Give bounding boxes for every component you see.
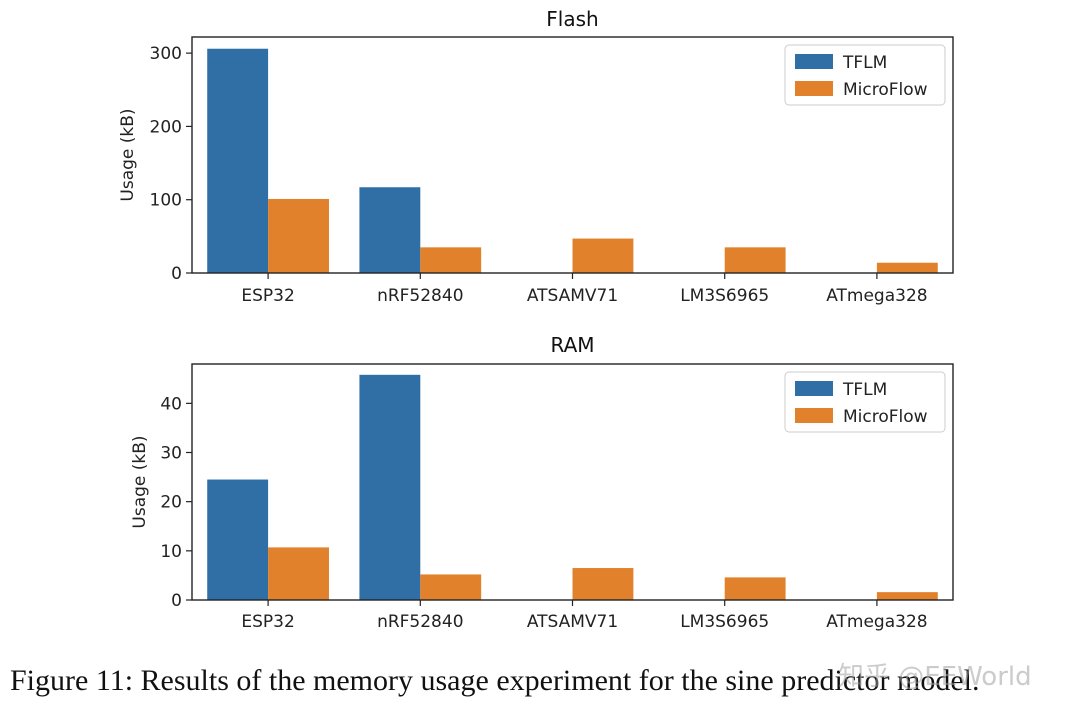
y-axis-label-0: Usage (kB): [118, 108, 138, 201]
chart-title-0: Flash: [546, 7, 598, 31]
y-tick-label-0: 300: [150, 44, 182, 64]
x-tick-label-1: nRF52840: [377, 612, 463, 632]
x-tick-label-1: LM3S6965: [680, 612, 769, 632]
bar-microflow-atmega328-0: [876, 262, 938, 273]
y-tick-label-1: 20: [160, 493, 182, 513]
bar-tflm-nrf52840-0: [359, 187, 421, 273]
y-axis-label-1: Usage (kB): [130, 435, 150, 528]
y-tick-label-0: 200: [150, 117, 182, 137]
y-tick-label-1: 40: [160, 394, 182, 414]
bar-microflow-nrf52840-0: [420, 247, 482, 273]
legend-swatch-tflm-0: [795, 54, 833, 69]
legend-label-tflm-1: TFLM: [842, 380, 887, 400]
y-tick-label-0: 100: [150, 191, 182, 211]
bar-microflow-lm3s6965-0: [724, 247, 786, 273]
legend-label-microflow-0: MicroFlow: [843, 80, 928, 100]
y-tick-label-1: 10: [160, 542, 182, 562]
watermark: 知乎 @EEWorld: [838, 662, 1032, 692]
x-tick-label-0: nRF52840: [377, 286, 463, 306]
x-tick-label-0: ATSAMV71: [527, 286, 618, 306]
bar-microflow-esp32-0: [268, 198, 329, 273]
y-tick-label-1: 0: [171, 591, 182, 611]
bar-tflm-esp32-1: [207, 479, 269, 600]
x-tick-label-0: LM3S6965: [680, 286, 769, 306]
bar-microflow-atmega328-1: [876, 592, 938, 600]
chart-title-1: RAM: [550, 333, 594, 357]
bar-microflow-atsamv71-0: [572, 238, 634, 273]
x-tick-label-0: ESP32: [241, 286, 294, 306]
x-tick-label-1: ATSAMV71: [527, 612, 618, 632]
bar-microflow-lm3s6965-1: [724, 577, 786, 600]
bar-microflow-atsamv71-1: [572, 568, 634, 600]
legend-swatch-microflow-1: [795, 408, 833, 423]
bar-tflm-nrf52840-1: [359, 374, 421, 600]
legend-label-microflow-1: MicroFlow: [843, 407, 928, 427]
bar-microflow-nrf52840-1: [420, 574, 482, 600]
x-tick-label-1: ESP32: [241, 612, 294, 632]
x-tick-label-0: ATmega328: [826, 286, 927, 306]
legend-label-tflm-0: TFLM: [842, 53, 887, 73]
bar-microflow-esp32-1: [268, 547, 329, 600]
y-tick-label-1: 30: [160, 444, 182, 464]
legend-swatch-tflm-1: [795, 381, 833, 396]
legend-swatch-microflow-0: [795, 81, 833, 96]
figure-caption: Figure 11: Results of the memory usage e…: [10, 664, 980, 697]
y-tick-label-0: 0: [171, 264, 182, 284]
bar-tflm-esp32-0: [207, 48, 269, 273]
x-tick-label-1: ATmega328: [826, 612, 927, 632]
